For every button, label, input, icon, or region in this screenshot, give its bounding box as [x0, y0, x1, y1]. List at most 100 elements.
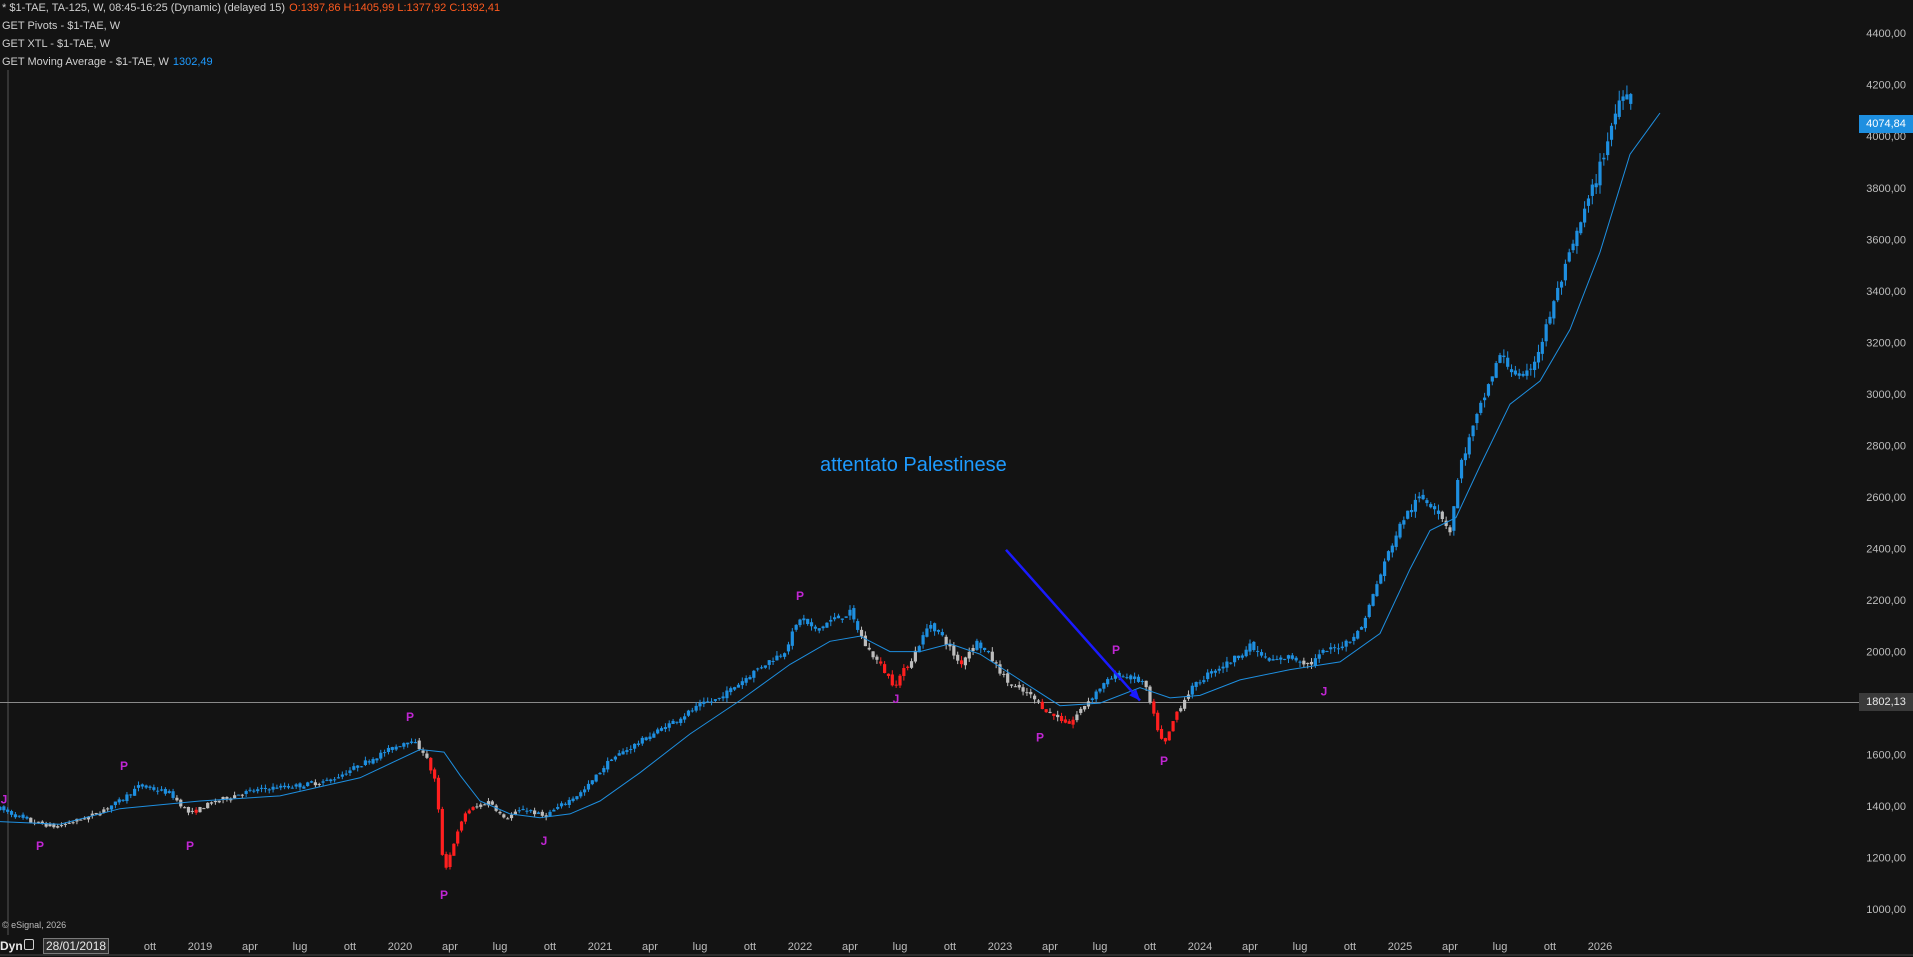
candle-body: [598, 772, 602, 775]
y-tick-label: 4400,00: [1866, 28, 1906, 40]
candle-body: [83, 818, 87, 820]
candle-body: [1556, 287, 1560, 301]
candle-body: [325, 779, 329, 781]
candle-body: [1463, 453, 1467, 461]
chart-annotation-text[interactable]: attentato Palestinese: [820, 453, 1007, 476]
candle-body: [56, 826, 60, 828]
candle-body: [883, 664, 887, 673]
crosshair-price-badge: 1802,13: [1859, 693, 1913, 711]
candle-body: [979, 642, 983, 649]
candle-body: [444, 854, 448, 868]
study-pivots-label[interactable]: GET Pivots - $1-TAE, W: [2, 20, 121, 32]
candle-body: [1398, 523, 1402, 538]
candle-body: [302, 786, 306, 789]
candle-body: [513, 811, 517, 815]
x-tick-label: 2022: [788, 941, 812, 953]
candle-body: [1509, 369, 1514, 373]
x-tick-label: lug: [1293, 941, 1308, 953]
candle-body: [1136, 676, 1141, 682]
lock-icon[interactable]: [24, 939, 34, 950]
dynamic-mode-label[interactable]: Dyn: [0, 939, 23, 953]
candle-body: [706, 701, 710, 703]
candle-body: [829, 619, 833, 622]
candle-body: [875, 656, 879, 660]
candle-body: [636, 743, 641, 745]
candle-body: [625, 750, 629, 752]
candle-body: [652, 733, 656, 738]
x-tick-label: apr: [1442, 941, 1458, 953]
candle-body: [452, 843, 456, 856]
candle-body: [740, 681, 744, 686]
candle-body: [40, 821, 44, 825]
study-xtl-label[interactable]: GET XTL - $1-TAE, W: [2, 38, 110, 50]
ma-title: GET Moving Average - $1-TAE, W: [2, 56, 169, 68]
candle-body: [1498, 355, 1502, 363]
candle-body: [917, 646, 921, 653]
candle-body: [1429, 504, 1433, 508]
candle-body: [1421, 494, 1425, 500]
candle-body: [506, 818, 510, 820]
candle-body: [1502, 355, 1506, 358]
candle-body: [67, 822, 71, 824]
candle-body: [90, 813, 94, 816]
candle-body: [1102, 683, 1106, 689]
candle-body: [1321, 650, 1325, 653]
candle-body: [863, 635, 867, 647]
candle-body: [1533, 361, 1537, 371]
candle-body: [933, 623, 937, 632]
study-ma-label[interactable]: GET Moving Average - $1-TAE, W 1302,49: [2, 56, 213, 68]
y-tick-label: 4000,00: [1866, 131, 1906, 143]
candle-body: [1267, 658, 1271, 661]
candle-body: [586, 783, 591, 790]
candle-body: [1329, 647, 1333, 650]
candle-body: [233, 795, 237, 799]
x-tick-label: apr: [842, 941, 858, 953]
candle-body: [433, 769, 437, 779]
ohlc-values: O:1397,86 H:1405,99 L:1377,92 C:1392,41: [289, 2, 501, 14]
candle-body: [9, 811, 14, 815]
candle-body: [602, 768, 606, 773]
candle-body: [1359, 627, 1364, 630]
candle-body: [1313, 658, 1317, 666]
candle-body: [321, 781, 325, 783]
candle-body: [1263, 656, 1267, 658]
candle-body: [363, 760, 367, 766]
candle-body: [409, 741, 414, 743]
candle-body: [413, 742, 417, 744]
candle-body: [1006, 673, 1010, 683]
candle-body: [1594, 183, 1598, 188]
candle-body: [1071, 719, 1075, 725]
candle-body: [1402, 520, 1406, 525]
candle-body: [1602, 157, 1606, 160]
candle-body: [936, 629, 941, 632]
candle-body: [1417, 496, 1421, 499]
candle-body: [621, 751, 625, 755]
candle-body: [1229, 662, 1233, 664]
candle-body: [1444, 520, 1448, 526]
candle-body: [421, 750, 425, 753]
candle-body: [213, 800, 217, 803]
candle-body: [1629, 94, 1633, 104]
candle-body: [821, 626, 825, 629]
candle-body: [29, 817, 33, 823]
y-tick-label: 1200,00: [1866, 853, 1906, 865]
candle-body: [1140, 681, 1144, 683]
candle-body: [1536, 351, 1541, 363]
candle-body: [136, 785, 141, 788]
candle-body: [548, 811, 552, 817]
candle-body: [729, 688, 733, 693]
x-tick-label: ott: [944, 941, 956, 953]
candle-body: [1113, 672, 1117, 679]
candle-body: [344, 773, 348, 775]
pivot-marker-p: P: [1112, 643, 1120, 657]
candle-body: [756, 668, 760, 670]
candle-body: [671, 720, 675, 724]
candle-body: [833, 617, 837, 620]
candle-body: [386, 747, 391, 752]
candle-body: [1609, 125, 1614, 140]
candle-body: [1156, 712, 1160, 731]
candle-body: [394, 746, 398, 750]
x-tick-label: lug: [1493, 941, 1508, 953]
candle-body: [436, 777, 441, 810]
